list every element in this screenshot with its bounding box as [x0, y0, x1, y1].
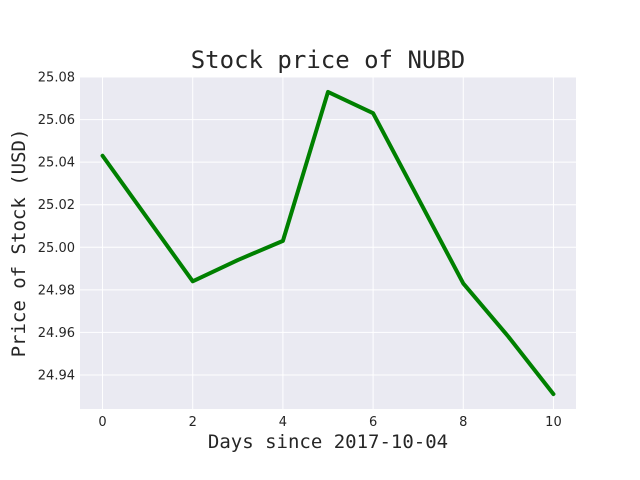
y-tick-labels: 24.94 24.96 24.98 25.00 25.02 25.04 25.06 25.08	[38, 71, 75, 384]
y-axis-label: Price of Stock (USD)	[8, 129, 30, 358]
y-tick-label: 24.94	[38, 368, 75, 383]
chart-title: Stock price of NUBD	[191, 46, 466, 74]
y-tick-label: 24.98	[38, 283, 75, 298]
x-tick-label: 6	[369, 415, 377, 430]
y-tick-label: 25.04	[38, 156, 75, 171]
x-tick-label: 10	[545, 415, 562, 430]
x-tick-label: 2	[189, 415, 197, 430]
grid-lines	[80, 76, 576, 409]
x-tick-label: 4	[279, 415, 287, 430]
y-tick-label: 25.00	[38, 241, 75, 256]
y-tick-label: 25.08	[38, 71, 75, 86]
y-tick-label: 25.02	[38, 198, 75, 213]
x-tick-label: 8	[459, 415, 467, 430]
x-axis-label: Days since 2017-10-04	[208, 431, 448, 453]
y-tick-label: 25.06	[38, 113, 75, 128]
x-tick-label: 0	[98, 415, 106, 430]
x-tick-labels: 0 2 4 6 8 10	[98, 415, 561, 430]
price-series-line	[100, 89, 556, 397]
y-tick-label: 24.96	[38, 326, 75, 341]
plot-area	[80, 77, 576, 409]
